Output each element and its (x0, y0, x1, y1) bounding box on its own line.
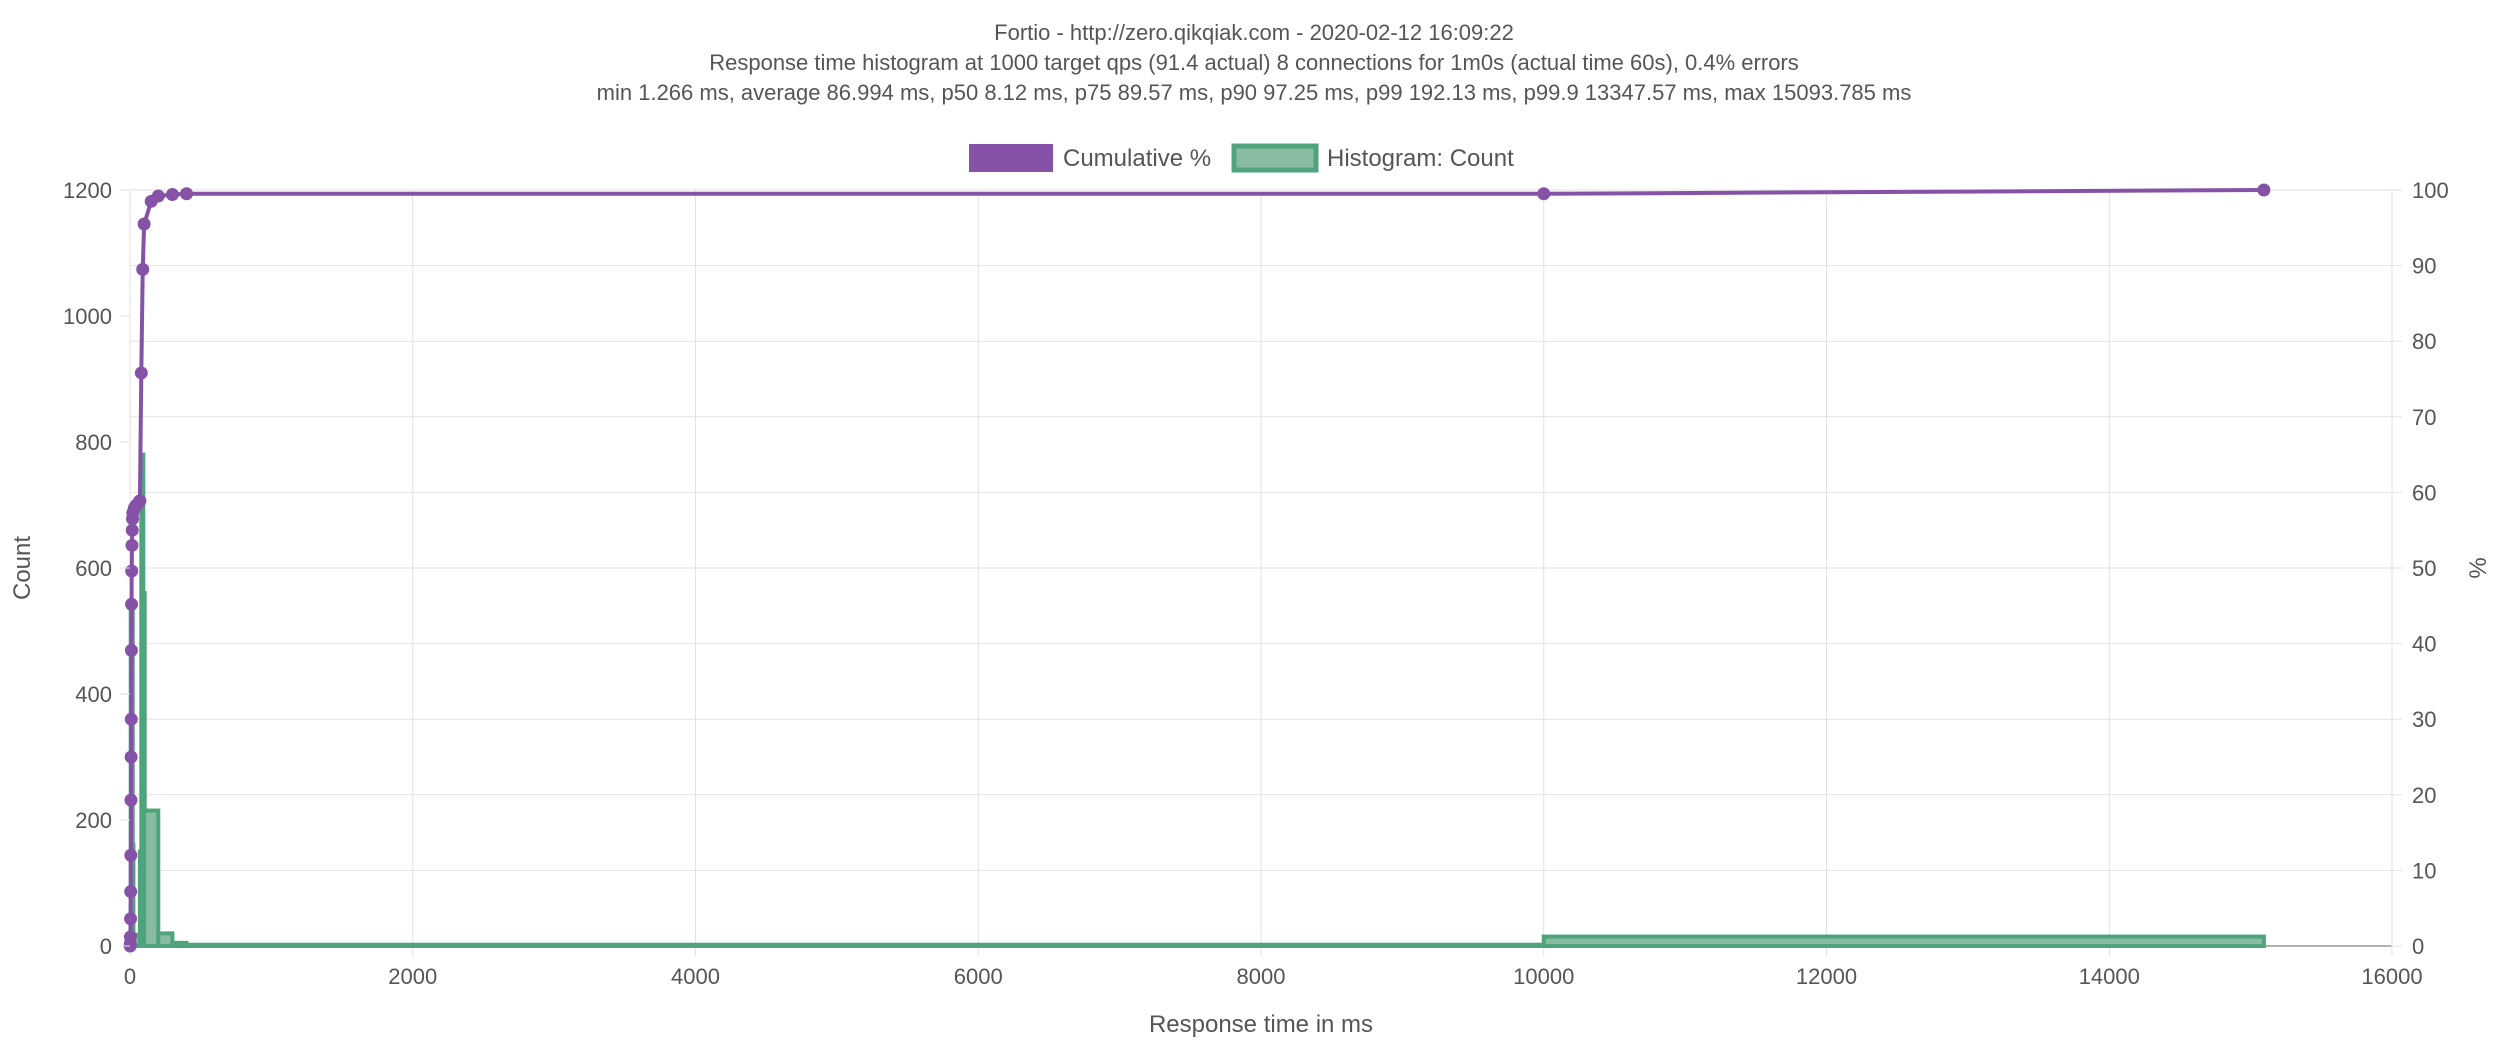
cumulative-point (134, 366, 148, 380)
y-left-tick-label: 200 (75, 808, 112, 833)
x-tick-label: 16000 (2361, 964, 2422, 989)
y-axis-left-title: Count (9, 536, 36, 600)
chart-title-line-1: Fortio - http://zero.qikqiak.com - 2020-… (994, 20, 1514, 45)
y-left-tick-label: 800 (75, 430, 112, 455)
chart-title-line-3: min 1.266 ms, average 86.994 ms, p50 8.1… (597, 80, 1912, 105)
y-right-tick-label: 0 (2412, 934, 2424, 959)
chart-title: Fortio - http://zero.qikqiak.com - 2020-… (597, 20, 1912, 105)
legend-label-histogram: Histogram: Count (1327, 145, 1514, 172)
cumulative-point (124, 712, 138, 726)
cumulative-point (125, 523, 139, 537)
cumulative-point (124, 793, 138, 807)
legend-swatch-histogram (1231, 143, 1319, 173)
y-right-tick-label: 10 (2412, 858, 2436, 883)
y-right-tick-label: 40 (2412, 632, 2436, 657)
cumulative-point (136, 262, 150, 276)
y-right-tick-label: 80 (2412, 329, 2436, 354)
y-right-tick-label: 90 (2412, 254, 2436, 279)
x-tick-label: 10000 (1513, 964, 1574, 989)
x-tick-label: 14000 (2079, 964, 2140, 989)
legend-item-cumulative[interactable]: Cumulative % (969, 144, 1211, 172)
x-tick-label: 12000 (1796, 964, 1857, 989)
axes: 0102030405060708090100020040060080010001… (63, 178, 2449, 989)
cumulative-point (133, 494, 147, 508)
y-right-tick-label: 50 (2412, 556, 2436, 581)
cumulative-point (124, 885, 138, 899)
y-axis-right-title: % (2465, 557, 2492, 578)
legend-swatch-cumulative (969, 144, 1053, 172)
x-tick-label: 0 (124, 964, 136, 989)
cumulative-point (124, 750, 138, 764)
histogram-bar (184, 942, 1546, 948)
cumulative-point (180, 187, 194, 201)
cumulative-point (125, 538, 139, 552)
histogram-series (128, 452, 2266, 949)
y-left-tick-label: 1200 (63, 178, 112, 203)
x-axis-title: Response time in ms (1149, 1011, 1373, 1038)
cumulative-point (165, 188, 179, 202)
legend-label-cumulative: Cumulative % (1063, 145, 1211, 172)
legend-item-histogram[interactable]: Histogram: Count (1231, 143, 1514, 173)
x-tick-label: 4000 (671, 964, 720, 989)
y-left-tick-label: 600 (75, 556, 112, 581)
cumulative-point (124, 912, 138, 926)
legend: Cumulative % Histogram: Count (969, 143, 1514, 173)
y-right-tick-label: 70 (2412, 405, 2436, 430)
cumulative-point (2257, 183, 2271, 197)
cumulative-point (137, 217, 151, 231)
y-right-tick-label: 100 (2412, 178, 2449, 203)
cumulative-point (125, 597, 139, 611)
cumulative-point (123, 930, 137, 944)
cumulative-point (151, 189, 165, 203)
y-right-tick-label: 20 (2412, 783, 2436, 808)
cumulative-point (124, 643, 138, 657)
chart-title-line-2: Response time histogram at 1000 target q… (709, 50, 1799, 75)
x-tick-label: 8000 (1237, 964, 1286, 989)
grid (129, 189, 2393, 956)
histogram-bar (1541, 934, 2266, 948)
cumulative-series (123, 183, 2271, 953)
x-tick-label: 6000 (954, 964, 1003, 989)
y-right-tick-label: 30 (2412, 707, 2436, 732)
y-left-tick-label: 0 (100, 934, 112, 959)
x-tick-label: 2000 (388, 964, 437, 989)
cumulative-point (124, 848, 138, 862)
y-left-tick-label: 1000 (63, 304, 112, 329)
y-left-tick-label: 400 (75, 682, 112, 707)
y-right-tick-label: 60 (2412, 480, 2436, 505)
histogram-bar (170, 940, 189, 948)
cumulative-point (125, 564, 139, 578)
histogram-bar (156, 931, 175, 949)
cumulative-point (1537, 187, 1551, 201)
histogram-bar (142, 808, 161, 948)
